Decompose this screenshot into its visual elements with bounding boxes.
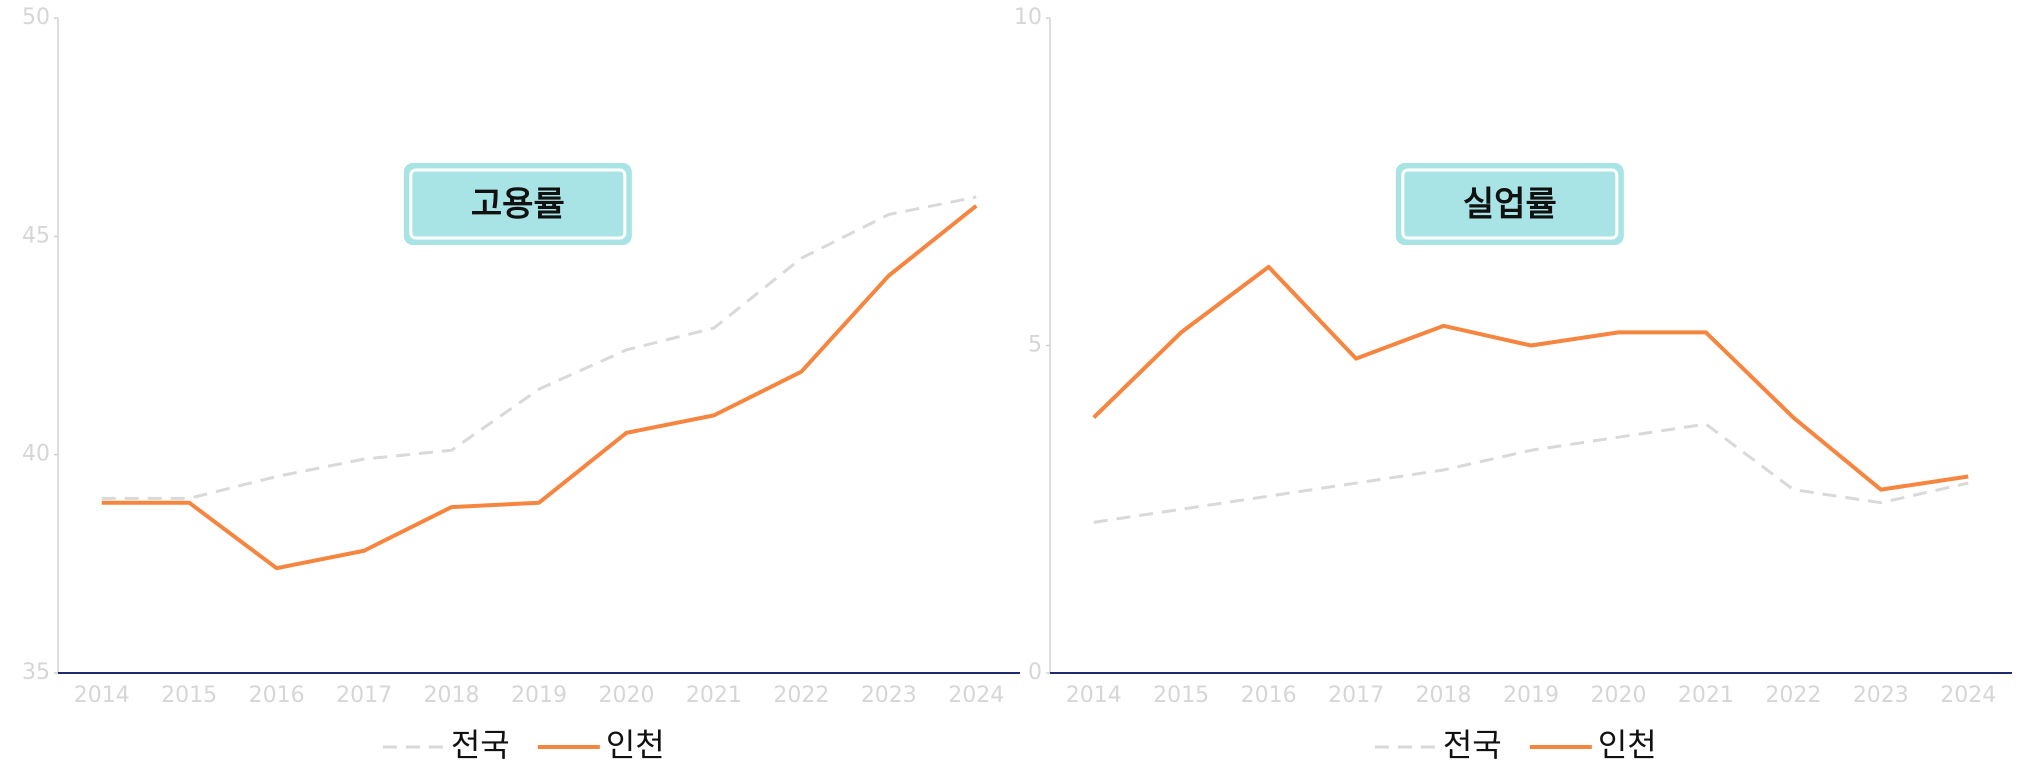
x-tick-label: 2017 xyxy=(336,683,392,708)
x-tick-label: 2024 xyxy=(948,683,1004,708)
x-tick-label: 2015 xyxy=(161,683,217,708)
x-tick-label: 2014 xyxy=(74,683,130,708)
x-tick-label: 2017 xyxy=(1328,683,1384,708)
x-tick-label: 2018 xyxy=(1416,683,1472,708)
y-tick-label: 10 xyxy=(1014,5,1042,30)
title-box xyxy=(1395,163,1624,245)
y-tick-label: 35 xyxy=(22,660,50,685)
series-line xyxy=(1092,264,1969,492)
legend-label: 전국 xyxy=(451,726,510,764)
legend-label: 전국 xyxy=(1443,726,1502,764)
chart-title: 고용률 xyxy=(471,185,565,225)
x-tick-label: 2024 xyxy=(1940,683,1996,708)
x-tick-label: 2016 xyxy=(249,683,305,708)
y-tick-label: 45 xyxy=(22,223,50,248)
series-line xyxy=(101,195,977,500)
y-tick-label: 5 xyxy=(1028,333,1042,358)
title-box-inner xyxy=(1401,168,1619,240)
x-tick-label: 2023 xyxy=(1853,683,1909,708)
series-line xyxy=(101,204,978,571)
x-tick-label: 2018 xyxy=(424,683,480,708)
y-tick-label: 0 xyxy=(1028,660,1042,685)
chart-title: 실업률 xyxy=(1463,185,1557,225)
series-line xyxy=(1093,422,1969,524)
x-tick-label: 2014 xyxy=(1066,683,1122,708)
x-tick-label: 2019 xyxy=(511,683,567,708)
x-tick-label: 2020 xyxy=(1590,683,1646,708)
title-box-inner xyxy=(409,168,627,240)
x-tick-label: 2020 xyxy=(598,683,654,708)
x-tick-label: 2019 xyxy=(1503,683,1559,708)
x-tick-label: 2016 xyxy=(1241,683,1297,708)
y-tick-label: 40 xyxy=(22,442,50,467)
title-box xyxy=(403,163,632,245)
legend-label: 인천 xyxy=(1598,726,1657,764)
x-tick-label: 2015 xyxy=(1153,683,1209,708)
y-tick-label: 50 xyxy=(22,5,50,30)
x-tick-label: 2023 xyxy=(861,683,917,708)
legend-label: 인천 xyxy=(606,726,665,764)
x-tick-label: 2022 xyxy=(1765,683,1821,708)
x-tick-label: 2021 xyxy=(686,683,742,708)
x-tick-label: 2022 xyxy=(773,683,829,708)
x-tick-label: 2021 xyxy=(1678,683,1734,708)
